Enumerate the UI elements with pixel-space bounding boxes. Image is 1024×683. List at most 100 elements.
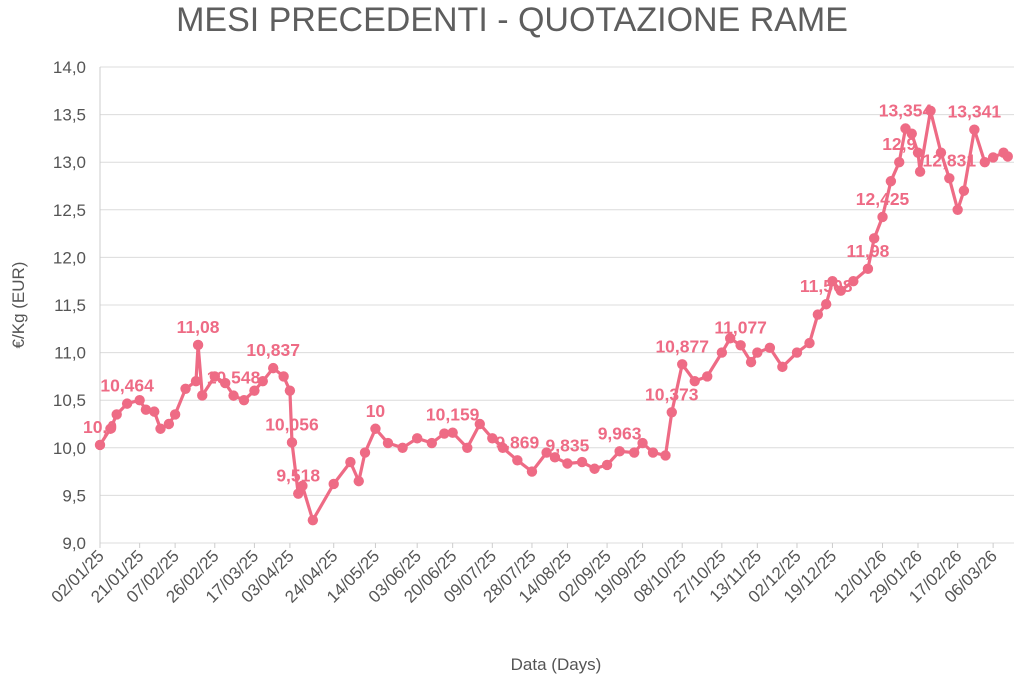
y-tick-label: 11,0 bbox=[54, 344, 86, 363]
y-axis-ticks: 9,0 9,5 10,0 10,5 11,0 11,5 12,0 12,5 13,0 13,5 14… bbox=[53, 58, 86, 553]
data-point[interactable] bbox=[180, 383, 191, 394]
y-tick-label: 9,0 bbox=[62, 534, 86, 553]
data-point[interactable] bbox=[359, 447, 371, 458]
data-point[interactable] bbox=[163, 418, 175, 430]
data-point[interactable] bbox=[94, 439, 106, 451]
data-point[interactable] bbox=[791, 347, 803, 358]
data-point[interactable] bbox=[914, 166, 926, 177]
data-point[interactable] bbox=[121, 398, 133, 409]
data-point[interactable] bbox=[268, 362, 279, 374]
data-point[interactable] bbox=[935, 147, 947, 158]
data-point[interactable] bbox=[526, 466, 538, 477]
data-point[interactable] bbox=[111, 409, 122, 420]
data-point[interactable] bbox=[660, 450, 671, 461]
data-point[interactable] bbox=[979, 157, 990, 168]
data-point[interactable] bbox=[894, 157, 905, 168]
data-point[interactable] bbox=[614, 446, 625, 457]
data-point[interactable] bbox=[155, 423, 166, 434]
data-point[interactable] bbox=[541, 447, 552, 458]
data-point[interactable] bbox=[812, 309, 824, 320]
data-point[interactable] bbox=[249, 385, 260, 396]
data-point[interactable] bbox=[827, 276, 838, 287]
data-point[interactable] bbox=[1002, 151, 1013, 162]
data-point[interactable] bbox=[370, 423, 381, 434]
data-label: 10,0 bbox=[83, 417, 117, 437]
data-point[interactable] bbox=[192, 339, 204, 351]
data-point[interactable] bbox=[601, 459, 613, 471]
data-point[interactable] bbox=[637, 437, 648, 449]
data-point[interactable] bbox=[297, 480, 308, 492]
data-point[interactable] bbox=[925, 105, 936, 116]
data-point[interactable] bbox=[589, 463, 600, 474]
data-point[interactable] bbox=[286, 437, 298, 448]
data-point[interactable] bbox=[820, 299, 832, 310]
data-point[interactable] bbox=[293, 488, 304, 499]
data-point[interactable] bbox=[474, 418, 485, 430]
data-point[interactable] bbox=[497, 442, 508, 453]
data-point[interactable] bbox=[862, 263, 874, 275]
data-label: 9,835 bbox=[546, 436, 590, 456]
data-point[interactable] bbox=[987, 152, 999, 163]
data-point[interactable] bbox=[777, 361, 788, 373]
data-point[interactable] bbox=[906, 128, 917, 139]
data-label: 10,548 bbox=[207, 368, 261, 388]
data-point[interactable] bbox=[238, 395, 250, 406]
data-point[interactable] bbox=[169, 409, 181, 420]
data-point[interactable] bbox=[835, 285, 846, 296]
data-point[interactable] bbox=[912, 147, 924, 158]
data-point[interactable] bbox=[220, 377, 231, 389]
data-label: 12,425 bbox=[856, 189, 910, 209]
data-point[interactable] bbox=[228, 390, 239, 401]
data-point[interactable] bbox=[411, 433, 423, 444]
data-point[interactable] bbox=[848, 276, 859, 287]
data-point[interactable] bbox=[353, 475, 364, 487]
data-point[interactable] bbox=[397, 442, 408, 453]
data-point[interactable] bbox=[689, 375, 700, 387]
data-point[interactable] bbox=[439, 428, 450, 439]
data-point[interactable] bbox=[149, 406, 160, 417]
data-point[interactable] bbox=[345, 456, 356, 468]
data-point[interactable] bbox=[716, 347, 728, 358]
data-point[interactable] bbox=[190, 375, 202, 387]
data-point[interactable] bbox=[969, 124, 980, 135]
data-point[interactable] bbox=[647, 447, 659, 458]
data-point[interactable] bbox=[877, 211, 888, 223]
data-point[interactable] bbox=[725, 333, 736, 344]
data-point[interactable] bbox=[562, 458, 573, 469]
data-point[interactable] bbox=[944, 173, 955, 184]
data-point[interactable] bbox=[666, 407, 677, 418]
data-point[interactable] bbox=[677, 359, 688, 370]
data-point[interactable] bbox=[257, 375, 268, 387]
x-axis-ticks: 02/01/2521/01/2507/02/2526/02/2517/03/25… bbox=[48, 543, 1001, 607]
data-point[interactable] bbox=[752, 347, 763, 358]
data-point[interactable] bbox=[702, 371, 713, 382]
data-point[interactable] bbox=[105, 423, 116, 434]
data-point[interactable] bbox=[209, 371, 220, 382]
data-point[interactable] bbox=[328, 478, 339, 490]
data-point[interactable] bbox=[885, 176, 897, 187]
data-point[interactable] bbox=[764, 342, 776, 354]
data-point[interactable] bbox=[868, 233, 880, 244]
data-point[interactable] bbox=[197, 390, 208, 401]
data-point[interactable] bbox=[576, 456, 588, 468]
data-point[interactable] bbox=[134, 395, 145, 406]
data-point[interactable] bbox=[629, 447, 640, 458]
data-point[interactable] bbox=[382, 437, 394, 449]
data-point[interactable] bbox=[952, 204, 963, 215]
data-point[interactable] bbox=[745, 356, 757, 368]
data-point[interactable] bbox=[512, 455, 523, 466]
data-point[interactable] bbox=[140, 404, 152, 415]
data-point[interactable] bbox=[284, 385, 296, 396]
data-point[interactable] bbox=[278, 371, 289, 382]
data-point[interactable] bbox=[462, 442, 473, 453]
data-point[interactable] bbox=[549, 452, 561, 463]
data-point[interactable] bbox=[307, 514, 319, 526]
data-point[interactable] bbox=[958, 185, 970, 196]
data-point[interactable] bbox=[426, 437, 437, 449]
data-point[interactable] bbox=[804, 337, 815, 349]
x-axis-label: Data (Days) bbox=[511, 655, 602, 674]
data-point[interactable] bbox=[447, 427, 458, 438]
data-point[interactable] bbox=[735, 340, 746, 351]
data-point[interactable] bbox=[487, 433, 498, 444]
